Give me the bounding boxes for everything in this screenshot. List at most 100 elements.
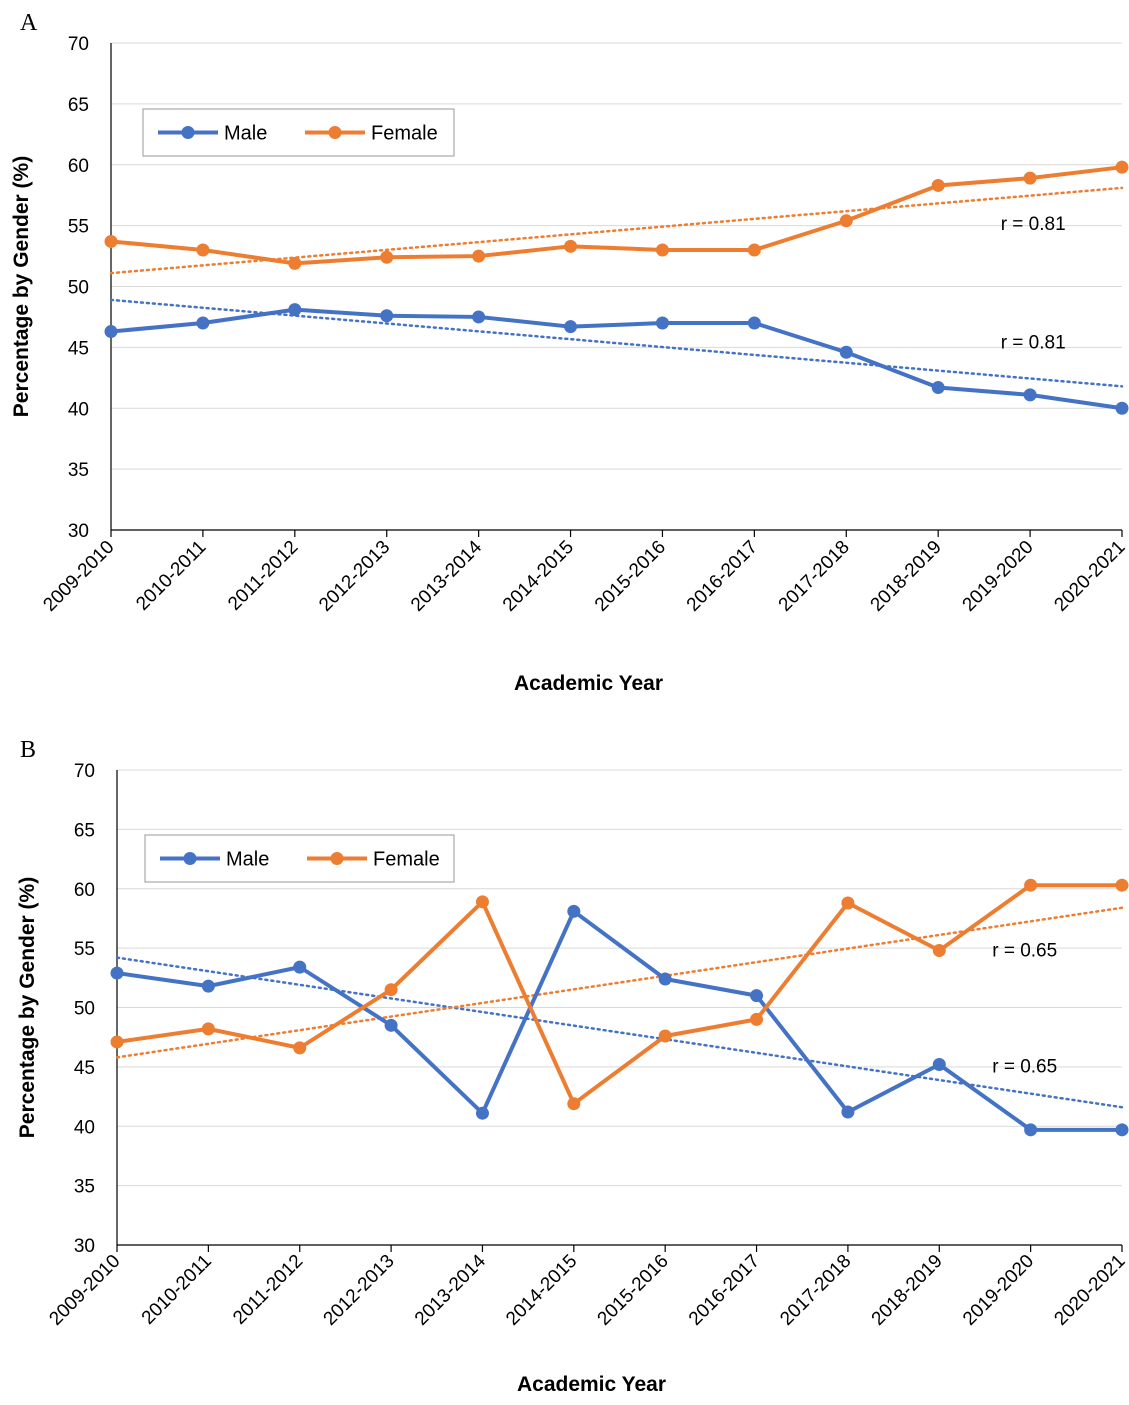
panel-letter: A [20,10,38,36]
x-tick-label: 2013-2014 [411,1250,490,1329]
data-point-male [839,345,853,359]
data-point-female [380,250,394,264]
x-tick-label: 2010-2011 [132,537,210,615]
x-tick-label: 2014-2015 [499,537,578,616]
data-point-male [380,309,394,323]
x-tick-label: 2010-2011 [138,1251,216,1329]
legend-marker-male [181,126,195,139]
data-point-female [747,243,761,257]
data-point-male [475,1106,489,1120]
trendline-female [115,906,1124,1059]
data-point-female [931,178,945,192]
x-tick-label: 2016-2017 [683,537,762,616]
x-tick-label: 2017-2018 [775,537,854,616]
legend-label-male: Male [226,849,269,871]
data-point-female [196,243,210,257]
x-tick-label: 2012-2013 [320,1251,399,1330]
x-tick-label: 2019-2020 [959,1251,1038,1330]
data-point-male [564,320,578,334]
y-tick-label: 60 [74,880,95,901]
series-line-female [116,883,1122,1106]
series-line-male [116,909,1122,1132]
data-point-female [475,895,489,909]
data-point-female [932,944,946,957]
data-point-female [1023,171,1037,185]
x-tick-label: 2020-2021 [1050,537,1129,616]
x-axis-title: Academic Year [514,672,663,695]
y-tick-label: 55 [68,217,89,238]
y-tick-label: 60 [68,156,89,177]
y-tick-label: 35 [74,1177,95,1198]
legend-label-female: Female [373,849,440,871]
trendline-female [109,186,1124,275]
data-point-female [384,983,398,997]
legend-label-male: Male [224,123,267,145]
y-tick-label: 40 [74,1117,95,1138]
data-point-male [384,1018,398,1032]
y-axis-title: Percentage by Gender (%) [10,156,33,417]
correlation-label: r = 0.65 [992,1057,1057,1078]
data-point-male [104,325,118,339]
data-point-male [1024,1123,1038,1137]
data-point-female [293,1041,307,1055]
data-point-male [1115,1123,1129,1137]
y-tick-label: 70 [74,761,95,782]
y-tick-label: 70 [68,34,89,55]
trendline-male [109,298,1124,388]
y-tick-label: 50 [68,278,89,299]
x-tick-label: 2012-2013 [315,537,394,616]
y-tick-label: 65 [68,95,89,116]
data-point-male [472,310,486,324]
data-point-female [750,1012,764,1026]
legend-marker-female [328,126,342,139]
y-tick-label: 65 [74,820,95,841]
data-point-male [841,1105,855,1119]
y-tick-label: 45 [68,338,89,359]
data-point-female [104,234,118,248]
y-tick-label: 35 [68,460,89,481]
x-tick-label: 2018-2019 [867,537,946,616]
legend-marker-female [330,852,344,865]
data-point-female [288,256,302,270]
data-point-female [1115,878,1129,892]
data-point-male [750,989,764,1003]
x-axis-title: Academic Year [517,1373,666,1396]
correlation-label: r = 0.81 [1001,332,1066,353]
legend-marker-male [183,852,197,865]
x-tick-label: 2020-2021 [1050,1251,1129,1330]
data-point-female [110,1035,124,1049]
y-tick-label: 30 [74,1236,95,1257]
legend-label-female: Female [371,123,438,145]
x-tick-label: 2017-2018 [776,1251,855,1330]
series-line-female [110,165,1123,266]
x-tick-label: 2011-2012 [229,1251,307,1329]
x-tick-label: 2009-2010 [39,537,118,616]
trendline-male [115,956,1124,1109]
x-tick-label: 2018-2019 [868,1251,947,1330]
data-point-female [658,1029,672,1043]
x-tick-label: 2015-2016 [594,1251,673,1330]
data-point-male [932,1058,946,1071]
data-point-female [472,249,486,263]
data-point-male [1023,388,1037,402]
x-tick-label: 2014-2015 [502,1251,581,1330]
y-tick-label: 55 [74,939,95,960]
correlation-label: r = 0.65 [992,940,1057,961]
data-point-male [567,904,581,918]
data-point-female [841,896,855,910]
data-point-female [1115,160,1129,174]
x-tick-label: 2009-2010 [45,1251,124,1330]
x-tick-label: 2015-2016 [591,537,670,616]
data-point-female [564,239,578,253]
y-tick-label: 40 [68,399,89,420]
data-point-male [931,381,945,395]
x-tick-label: 2013-2014 [407,536,486,615]
data-point-male [747,316,761,330]
y-axis-title: Percentage by Gender (%) [16,877,39,1138]
data-point-male [1115,401,1129,415]
data-point-female [1024,878,1038,892]
data-point-male [655,316,669,330]
x-tick-label: 2016-2017 [685,1251,764,1330]
